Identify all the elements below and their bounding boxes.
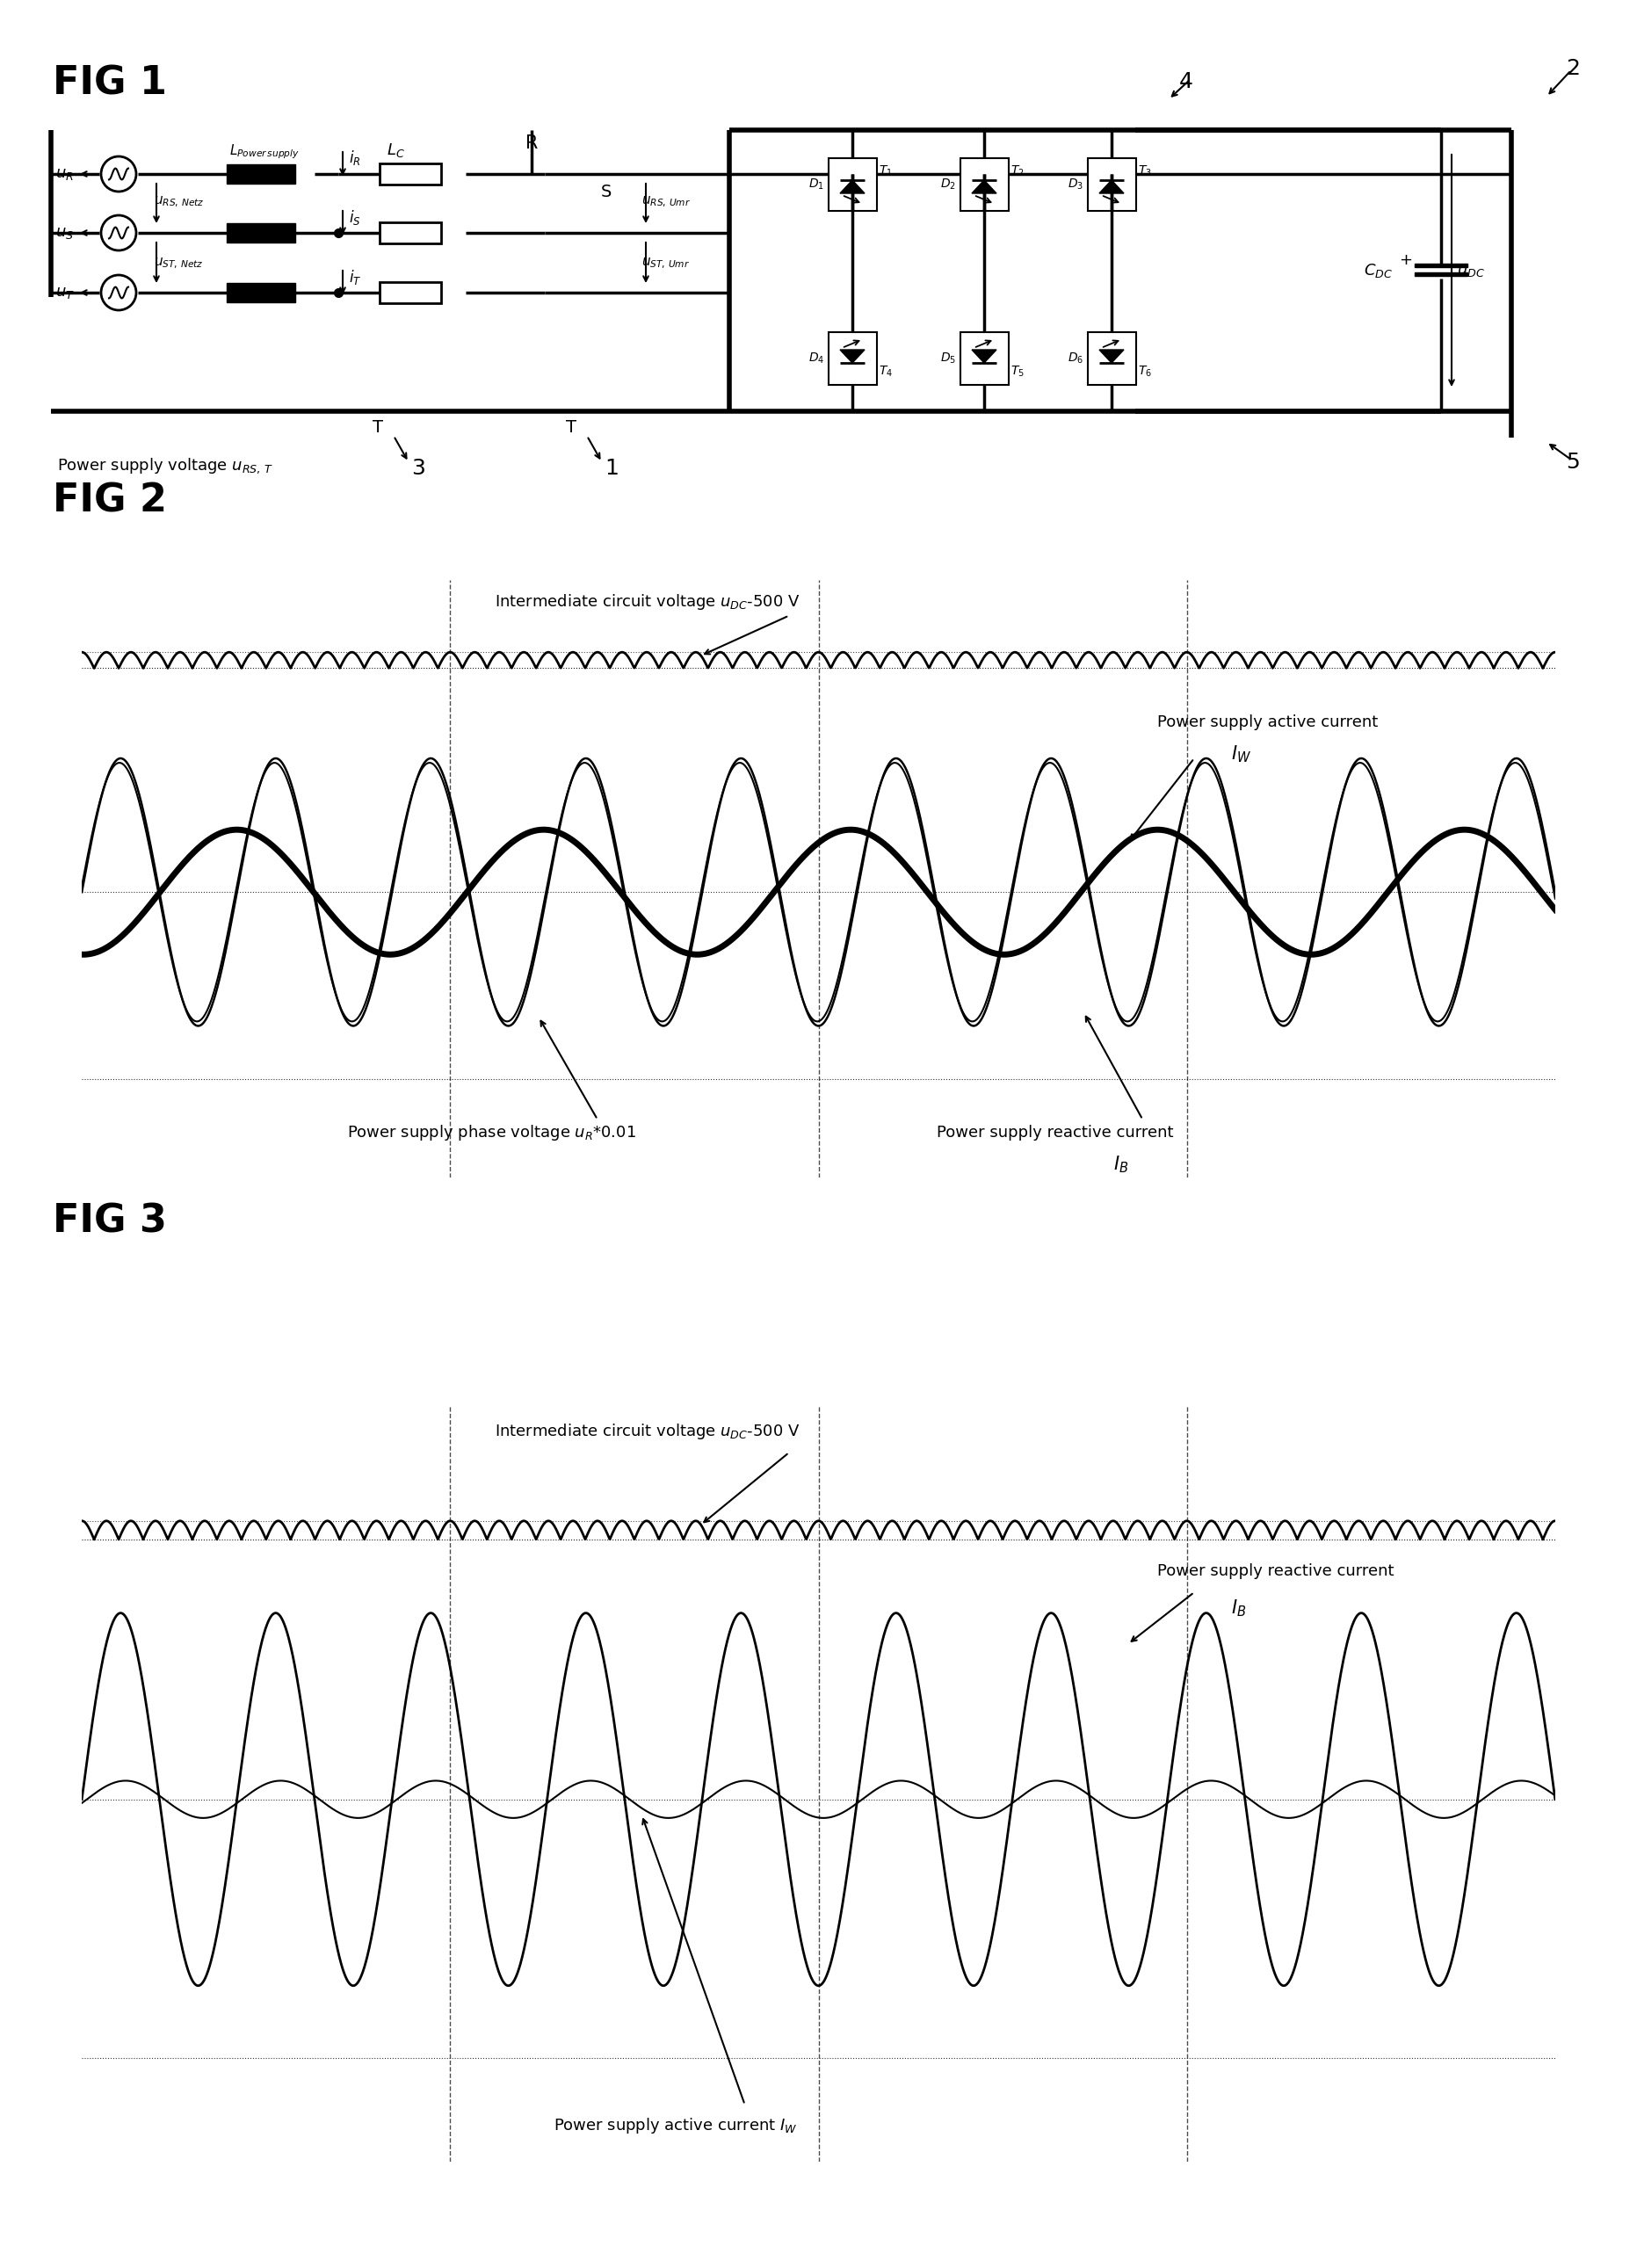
Text: Power supply phase voltage $u_R$*0.01: Power supply phase voltage $u_R$*0.01 (347, 1123, 637, 1143)
Bar (1089, 159, 1136, 211)
Text: $T_6$: $T_6$ (1138, 365, 1152, 379)
Bar (226, 163, 295, 184)
Text: 3: 3 (411, 458, 426, 479)
Text: $D_6$: $D_6$ (1067, 352, 1084, 365)
Polygon shape (840, 349, 864, 363)
Text: FIG 1: FIG 1 (52, 64, 167, 102)
Text: $u_S$: $u_S$ (56, 225, 74, 240)
Text: $u_{ST,\,Netz}$: $u_{ST,\,Netz}$ (154, 256, 203, 270)
Text: R: R (525, 134, 539, 152)
Text: 1: 1 (604, 458, 619, 479)
Text: $C_{DC}$: $C_{DC}$ (1364, 261, 1393, 279)
Bar (380, 163, 440, 184)
Text: $T_2$: $T_2$ (1010, 163, 1025, 179)
Text: T: T (566, 420, 576, 435)
Bar (828, 159, 877, 211)
Text: $T_5$: $T_5$ (1010, 365, 1025, 379)
Text: $T_4$: $T_4$ (879, 365, 892, 379)
Bar (380, 222, 440, 243)
Text: $T_3$: $T_3$ (1138, 163, 1152, 179)
Text: $u_{DC}$: $u_{DC}$ (1457, 263, 1485, 279)
Text: $D_2$: $D_2$ (940, 177, 956, 193)
Text: $D_1$: $D_1$ (809, 177, 823, 193)
Bar (380, 281, 440, 304)
Text: +: + (1400, 252, 1413, 268)
Bar (828, 331, 877, 386)
Text: $D_4$: $D_4$ (809, 352, 823, 365)
Polygon shape (1098, 349, 1125, 363)
Text: $u_T$: $u_T$ (56, 286, 75, 302)
Text: $L_C$: $L_C$ (386, 141, 404, 159)
Text: 2: 2 (1567, 59, 1580, 79)
Text: $I_B$: $I_B$ (1231, 1597, 1246, 1617)
Polygon shape (1098, 179, 1125, 193)
Text: $T_1$: $T_1$ (879, 163, 892, 179)
Text: Power supply active current: Power supply active current (1157, 714, 1378, 730)
Text: $i_R$: $i_R$ (349, 150, 360, 168)
Text: Power supply active current $I_W$: Power supply active current $I_W$ (553, 2116, 797, 2134)
Bar (961, 159, 1008, 211)
Text: $D_3$: $D_3$ (1067, 177, 1084, 193)
Bar (1414, 272, 1467, 277)
Text: FIG 2: FIG 2 (52, 483, 167, 519)
Text: Intermediate circuit voltage $u_{DC}$-500 V: Intermediate circuit voltage $u_{DC}$-50… (494, 1422, 800, 1442)
Text: Power supply voltage $u_{RS,\,T}$: Power supply voltage $u_{RS,\,T}$ (57, 456, 273, 476)
Text: FIG 3: FIG 3 (52, 1202, 167, 1241)
Text: 4: 4 (1179, 70, 1193, 93)
Text: Power supply reactive current: Power supply reactive current (936, 1125, 1174, 1141)
Text: $I_B$: $I_B$ (1113, 1154, 1128, 1175)
Text: $I_W$: $I_W$ (1231, 744, 1251, 764)
Text: Intermediate circuit voltage $u_{DC}$-500 V: Intermediate circuit voltage $u_{DC}$-50… (494, 592, 800, 612)
Bar (226, 222, 295, 243)
Text: $u_{ST,\,Umr}$: $u_{ST,\,Umr}$ (642, 256, 691, 270)
Text: $u_R$: $u_R$ (56, 166, 74, 181)
Polygon shape (972, 349, 997, 363)
Text: 5: 5 (1567, 451, 1580, 472)
Bar (961, 331, 1008, 386)
Bar (1414, 263, 1467, 268)
Text: $D_5$: $D_5$ (940, 352, 956, 365)
Text: T: T (373, 420, 383, 435)
Text: $u_{RS,\,Netz}$: $u_{RS,\,Netz}$ (154, 195, 205, 209)
Bar (1089, 331, 1136, 386)
Text: $L_{Power\,supply}$: $L_{Power\,supply}$ (229, 143, 300, 161)
Polygon shape (972, 179, 997, 193)
Text: Power supply reactive current: Power supply reactive current (1157, 1563, 1395, 1579)
Text: $i_S$: $i_S$ (349, 209, 360, 227)
Polygon shape (840, 179, 864, 193)
Text: $i_T$: $i_T$ (349, 268, 362, 286)
Bar (226, 284, 295, 302)
Text: S: S (601, 184, 612, 200)
Text: $u_{RS,\,Umr}$: $u_{RS,\,Umr}$ (642, 195, 691, 209)
